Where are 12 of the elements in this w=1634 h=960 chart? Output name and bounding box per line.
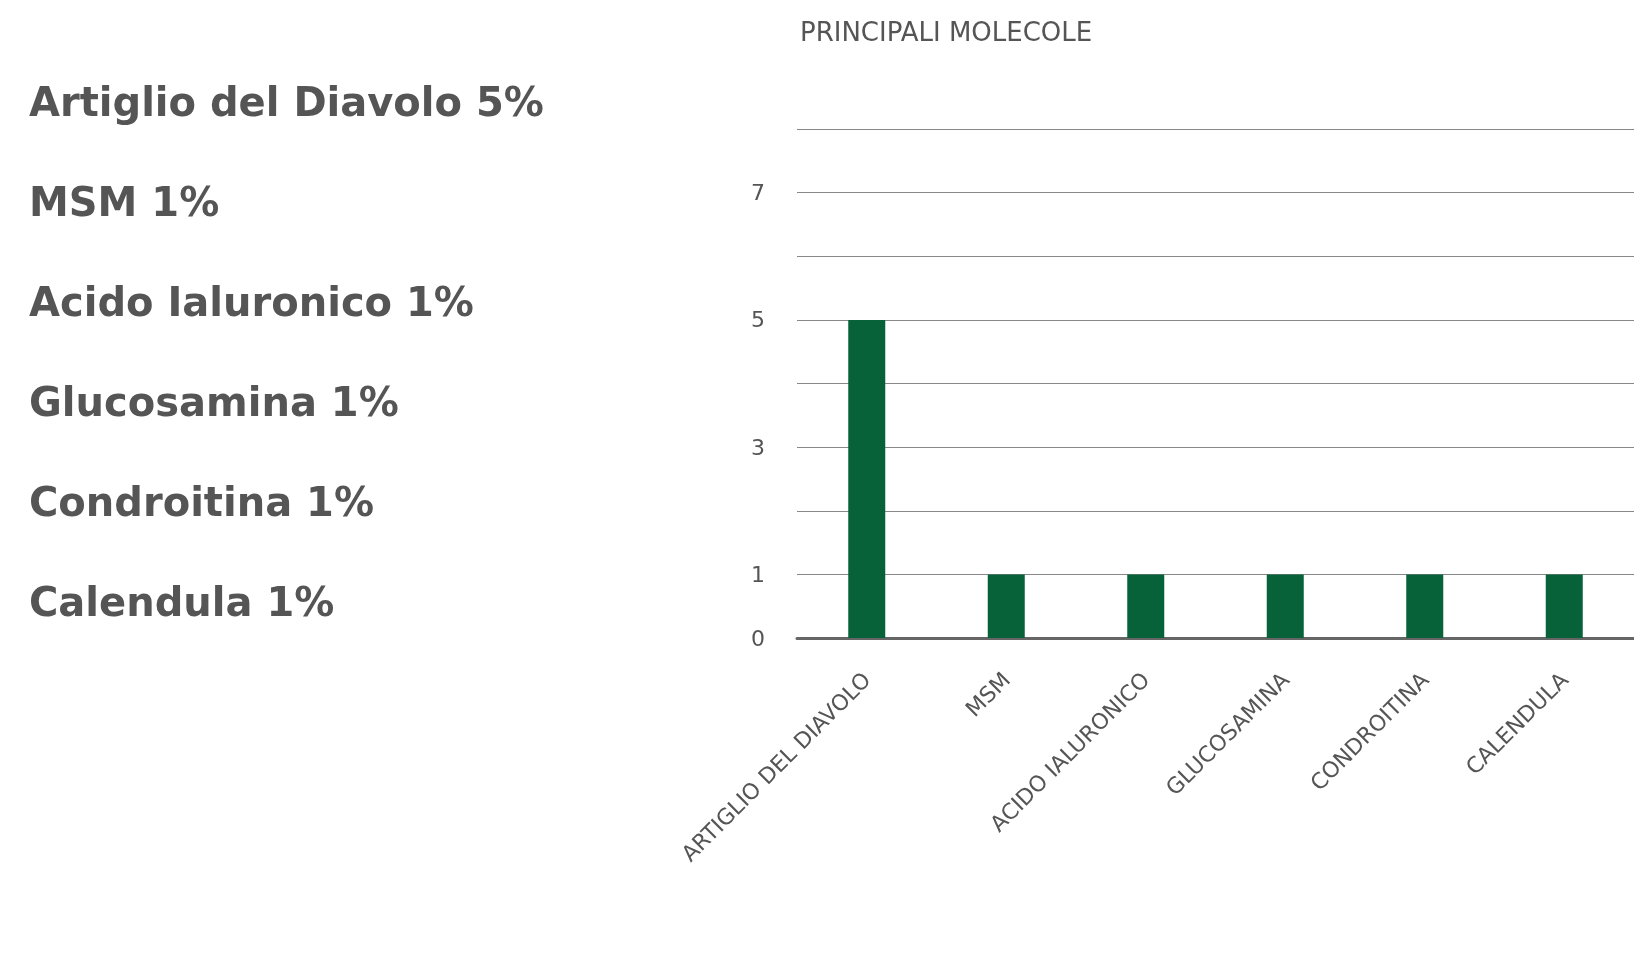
text: Condroitina 1%	[29, 479, 374, 525]
y-tick-label: 3	[751, 434, 765, 460]
text: Acido Ialuronico 1%	[29, 279, 474, 325]
chart-title: PRINCIPALI MOLECOLE	[800, 17, 1093, 47]
y-tick-label: 0	[751, 625, 765, 651]
y-tick-label: 5	[751, 307, 765, 333]
y-tick-label: 1	[751, 561, 765, 587]
y-tick-label: 7	[751, 180, 765, 206]
text: Artiglio del Diavolo 5%	[29, 79, 544, 125]
text: Calendula 1%	[29, 579, 335, 625]
text: Glucosamina 1%	[29, 379, 399, 425]
text: MSM 1%	[29, 179, 220, 225]
